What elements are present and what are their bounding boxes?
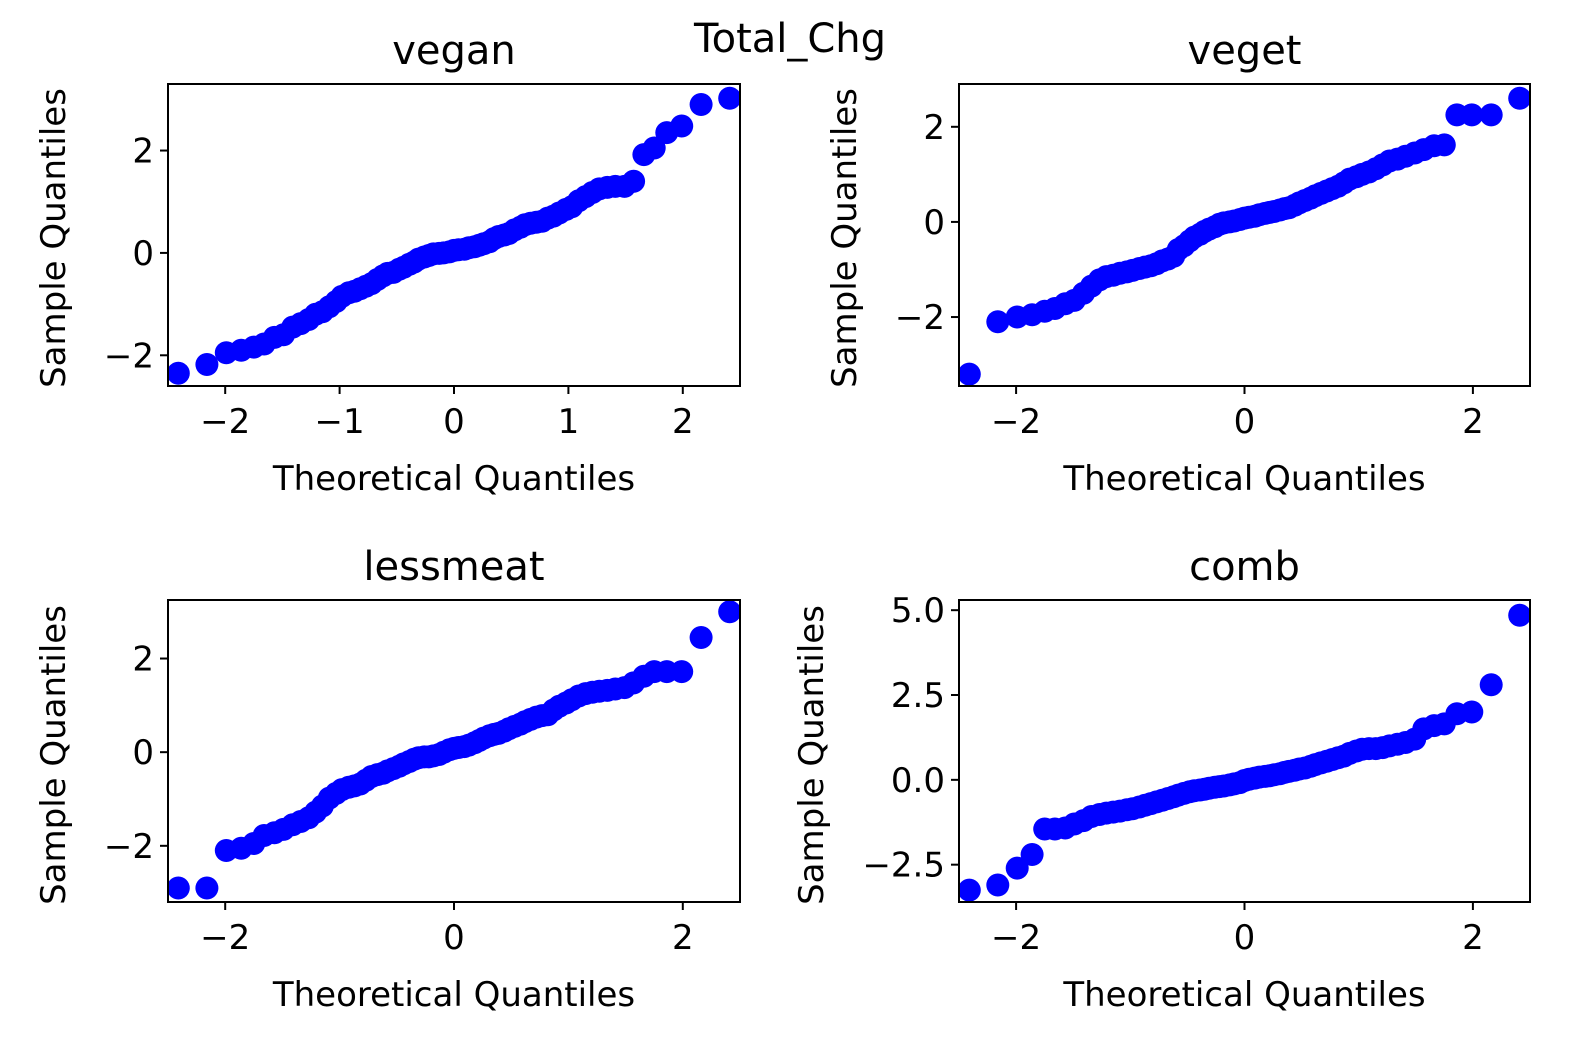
subplots-container: vegan −2 −1 0 1 2 −2 0 2 Theoretical Quantiles Sam…	[34, 28, 1531, 1015]
scatter-points	[959, 86, 1530, 386]
x-tick-label: −2	[991, 918, 1041, 958]
scatter-points	[168, 86, 740, 385]
data-point	[1005, 856, 1029, 880]
subplot-lessmeat: lessmeat −2 0 2 −2 0 2 Theoretical Quantiles Sam…	[34, 544, 741, 1015]
scatter-points	[168, 600, 740, 900]
figure-suptitle: Total_Chg	[693, 16, 886, 62]
y-tick-label: 2.5	[891, 676, 945, 716]
data-point	[168, 361, 190, 385]
y-tick-label: 0.0	[891, 761, 945, 801]
x-tick-label: −1	[315, 402, 365, 442]
data-point	[1508, 603, 1530, 627]
y-tick-label: 0	[132, 234, 154, 274]
x-axis-label: Theoretical Quantiles	[1062, 459, 1425, 499]
x-tick-label: 2	[1462, 402, 1484, 442]
x-tick-label: 2	[672, 918, 694, 958]
subplot-title: comb	[1189, 544, 1300, 590]
data-point	[1460, 700, 1484, 724]
data-point	[670, 660, 694, 684]
subplot-title: vegan	[392, 28, 516, 74]
y-tick-label: 2	[132, 640, 154, 680]
y-tick-label: −2	[895, 298, 945, 338]
x-tick-label: 2	[672, 402, 694, 442]
data-point	[959, 362, 981, 386]
data-point	[689, 93, 713, 116]
data-point	[1479, 673, 1503, 697]
scatter-points	[959, 603, 1530, 902]
x-tick-label: 0	[1234, 402, 1256, 442]
data-point	[1479, 103, 1503, 127]
x-tick-label: −2	[200, 918, 250, 958]
subplot-title: lessmeat	[363, 544, 544, 590]
x-axis-label: Theoretical Quantiles	[272, 975, 635, 1015]
y-tick-label: 2	[132, 132, 154, 172]
x-axis-label: Theoretical Quantiles	[272, 459, 635, 499]
data-point	[670, 114, 694, 138]
x-axis-label: Theoretical Quantiles	[1062, 975, 1425, 1015]
data-point	[986, 873, 1010, 897]
data-point	[1020, 843, 1044, 866]
x-tick-label: 1	[558, 402, 580, 442]
x-tick-label: 0	[443, 918, 465, 958]
y-tick-label: −2	[104, 827, 154, 867]
data-point	[195, 353, 219, 376]
data-point	[1460, 103, 1484, 127]
data-point	[195, 876, 219, 900]
y-tick-label: −2	[104, 336, 154, 376]
data-point	[718, 600, 740, 624]
x-tick-label: 0	[443, 402, 465, 442]
x-tick-label: −2	[991, 402, 1041, 442]
y-tick-label: 2	[923, 108, 945, 148]
subplot-title: veget	[1188, 28, 1302, 74]
y-tick-label: 0	[132, 733, 154, 773]
x-tick-label: 2	[1462, 918, 1484, 958]
y-axis-label: Sample Quantiles	[34, 88, 74, 388]
y-axis-label: Sample Quantiles	[792, 605, 832, 905]
data-point	[986, 310, 1010, 334]
data-point	[959, 878, 981, 902]
x-tick-label: 0	[1234, 918, 1256, 958]
y-tick-label: 0	[923, 203, 945, 243]
x-tick-label: −2	[200, 402, 250, 442]
data-point	[1508, 86, 1530, 110]
subplot-veget: veget −2 0 2 −2 0 2 Theoretical Quantiles Sample…	[825, 28, 1531, 499]
y-axis-label: Sample Quantiles	[34, 605, 74, 905]
subplot-vegan: vegan −2 −1 0 1 2 −2 0 2 Theoretical Quantiles Sam…	[34, 28, 741, 499]
y-tick-label: 5.0	[891, 591, 945, 631]
subplot-comb: comb −2 0 2 −2.5 0.0 2.5 5.0 Theoretical Quantil…	[792, 544, 1531, 1015]
y-tick-label: −2.5	[862, 846, 945, 886]
data-point	[168, 876, 190, 900]
y-axis-label: Sample Quantiles	[825, 88, 865, 388]
data-point	[689, 626, 713, 649]
data-point	[622, 169, 646, 193]
data-point	[1432, 133, 1456, 157]
data-point	[718, 86, 740, 110]
data-point	[642, 136, 666, 160]
